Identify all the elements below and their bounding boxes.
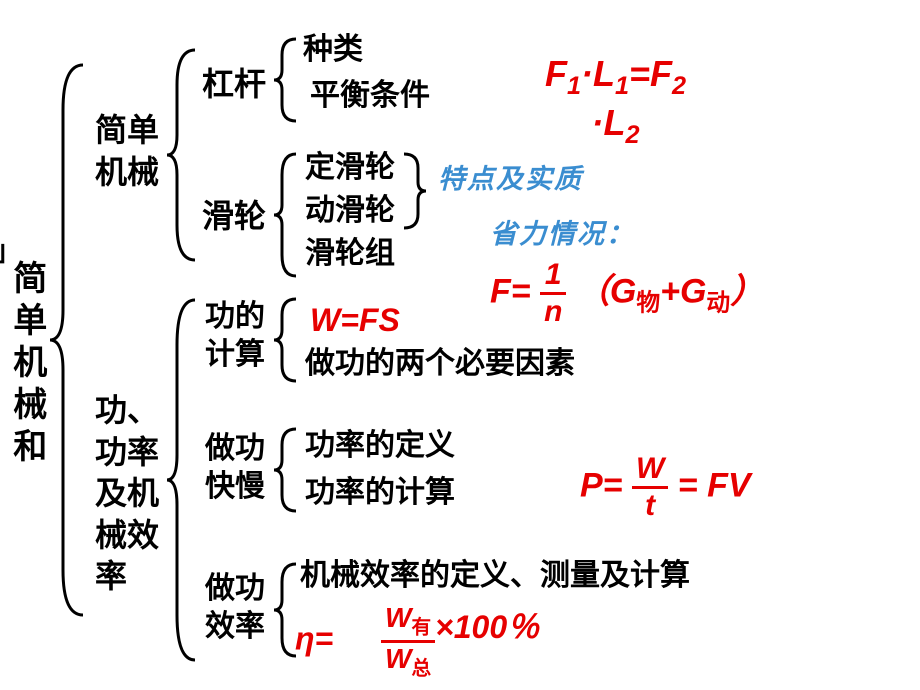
brace-lever — [272, 35, 300, 125]
flb-3: ·L — [581, 53, 615, 94]
brace-simple-machines — [165, 45, 200, 265]
ff-num: 1 — [540, 258, 566, 295]
fp-lhs: P= — [580, 466, 623, 504]
l2-pulley: 滑轮 — [202, 200, 266, 234]
fe-rhs: ×100％ — [435, 609, 539, 645]
formula-lever-balance: F1·L1=F2 ·L2 — [545, 52, 686, 151]
ff-r5: ） — [730, 272, 764, 310]
l2-work-calc: 功的 计算 — [205, 298, 265, 373]
ff-r1: （G — [576, 272, 636, 310]
l2-work-speed: 做功 快慢 — [205, 430, 265, 505]
formula-force: F= 1 n （G物+G动） — [490, 258, 764, 329]
fp-den: t — [632, 489, 668, 523]
l3-fixed-pulley: 定滑轮 — [305, 152, 395, 184]
l1-work-power-eff: 功、 功率 及机 械效 率 — [95, 390, 159, 598]
fe-den-m: W — [385, 643, 411, 674]
flb-4: 1 — [615, 72, 629, 100]
fe-num-m: W — [385, 602, 411, 633]
flb-1: F — [545, 53, 567, 94]
fe-den-s: 总 — [411, 657, 431, 679]
flb-2: 1 — [567, 72, 581, 100]
brace-work-speed — [272, 425, 300, 515]
flb-6: 2 — [672, 72, 686, 100]
formula-power: P= W t = FV — [580, 452, 751, 523]
annotation-pulley-feature: 特点及实质 — [438, 165, 583, 193]
fe-num-s: 有 — [411, 617, 431, 639]
ff-den: n — [540, 295, 566, 329]
l3-eff-def: 机械效率的定义、测量及计算 — [300, 560, 690, 592]
fp-num: W — [632, 452, 668, 489]
l3-pulley-group: 滑轮组 — [305, 238, 395, 270]
brace-pulley-close — [400, 150, 428, 232]
ff-lhs: F= — [490, 272, 531, 310]
l2-work-eff: 做功 效率 — [205, 570, 265, 645]
flb-7: ·L — [592, 102, 626, 143]
ff-r2: 物 — [636, 289, 660, 316]
flb-5: =F — [629, 53, 672, 94]
formula-efficiency: η= W有 W总 ×100％ — [295, 602, 539, 680]
annotation-force-saving: 省力情况： — [490, 220, 635, 248]
l2-lever: 杠杆 — [202, 68, 266, 102]
formula-work: W=FS — [310, 302, 400, 339]
ff-r4: 动 — [706, 289, 730, 316]
l3-power-def: 功率的定义 — [305, 430, 455, 462]
l3-movable-pulley: 动滑轮 — [305, 195, 395, 227]
brace-work-power-eff — [165, 295, 200, 665]
l3-power-calc: 功率的计算 — [305, 477, 455, 509]
l3-lever-balance: 平衡条件 — [310, 80, 430, 112]
fp-rhs: = FV — [678, 466, 751, 504]
flb-8: 2 — [626, 122, 640, 150]
brace-pulley — [272, 150, 300, 280]
ff-r3: +G — [660, 272, 706, 310]
l3-work-factors: 做功的两个必要因素 — [305, 348, 575, 380]
brace-root — [48, 60, 88, 620]
root-label: 简单机械和 — [8, 260, 44, 470]
l3-lever-types: 种类 — [303, 34, 363, 66]
l1-simple-machines: 简单 机械 — [95, 110, 159, 193]
fe-lhs: η= — [295, 621, 333, 657]
brace-work-calc — [272, 295, 300, 385]
